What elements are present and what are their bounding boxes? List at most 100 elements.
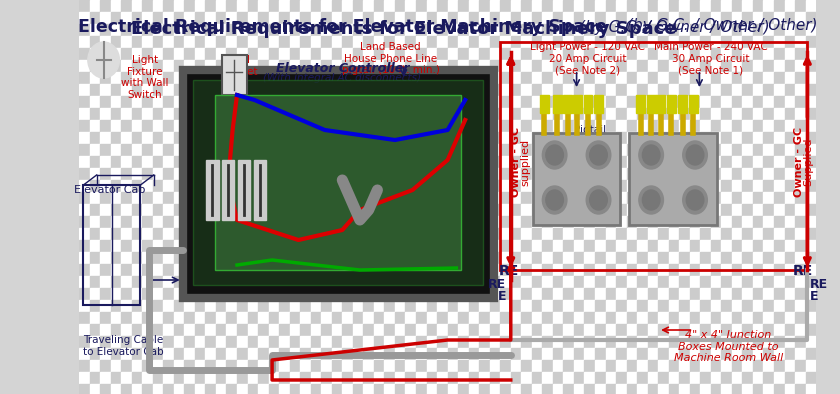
Bar (342, 12, 353, 24)
Bar (448, 204, 458, 216)
Bar (711, 372, 722, 384)
Bar (163, 144, 174, 156)
Bar (311, 12, 321, 24)
Bar (659, 348, 669, 360)
Bar (543, 192, 553, 204)
Bar (269, 324, 279, 336)
Bar (680, 348, 690, 360)
Bar (437, 12, 448, 24)
Bar (269, 312, 279, 324)
Bar (227, 36, 237, 48)
Bar (690, 48, 701, 60)
Bar (680, 180, 690, 192)
Bar (532, 144, 543, 156)
Bar (100, 36, 111, 48)
Bar (342, 276, 353, 288)
Bar (121, 24, 132, 36)
Bar (773, 98, 840, 197)
Bar (616, 120, 627, 132)
Bar (321, 384, 332, 394)
Bar (163, 348, 174, 360)
Bar (711, 204, 722, 216)
Bar (111, 288, 121, 300)
Bar (711, 288, 722, 300)
Bar (332, 384, 342, 394)
Bar (753, 60, 764, 72)
Bar (680, 96, 690, 108)
Bar (237, 372, 248, 384)
Bar (416, 216, 427, 228)
Bar (764, 84, 774, 96)
Bar (774, 120, 785, 132)
Bar (585, 264, 595, 276)
Bar (395, 372, 406, 384)
Bar (659, 216, 669, 228)
Bar (553, 12, 564, 24)
Bar (469, 0, 479, 12)
Bar (100, 360, 111, 372)
Bar (163, 216, 174, 228)
Bar (353, 36, 364, 48)
Bar (701, 36, 711, 48)
Bar (258, 348, 269, 360)
Bar (311, 216, 321, 228)
Bar (606, 312, 616, 324)
Bar (269, 156, 279, 168)
Bar (332, 132, 342, 144)
Bar (627, 180, 637, 192)
Bar (553, 276, 564, 288)
Bar (764, 216, 774, 228)
Bar (406, 72, 416, 84)
Bar (237, 12, 248, 24)
Bar (479, 372, 490, 384)
Bar (648, 348, 659, 360)
Bar (680, 72, 690, 84)
Bar (142, 384, 153, 394)
Bar (121, 204, 132, 216)
Bar (595, 48, 606, 60)
Bar (90, 60, 100, 72)
Bar (680, 204, 690, 216)
Bar (374, 252, 385, 264)
Bar (637, 216, 648, 228)
Bar (722, 156, 732, 168)
Bar (153, 108, 163, 120)
Bar (543, 264, 553, 276)
Bar (722, 132, 732, 144)
Bar (659, 384, 669, 394)
Bar (269, 132, 279, 144)
Bar (416, 60, 427, 72)
Bar (806, 216, 816, 228)
Bar (511, 192, 522, 204)
Bar (248, 144, 258, 156)
Bar (553, 240, 564, 252)
Bar (364, 192, 374, 204)
Bar (585, 72, 595, 84)
Bar (732, 324, 743, 336)
Bar (753, 0, 764, 12)
Bar (669, 348, 680, 360)
Bar (458, 180, 469, 192)
Bar (553, 204, 564, 216)
Bar (142, 216, 153, 228)
Bar (121, 72, 132, 84)
Bar (753, 108, 764, 120)
Bar (532, 384, 543, 394)
Bar (448, 156, 458, 168)
Bar (90, 324, 100, 336)
Bar (501, 12, 511, 24)
Bar (532, 48, 543, 60)
Bar (100, 84, 111, 96)
Bar (321, 324, 332, 336)
Bar (100, 108, 111, 120)
Bar (448, 288, 458, 300)
Bar (353, 348, 364, 360)
Bar (269, 60, 279, 72)
Bar (532, 324, 543, 336)
Bar (690, 72, 701, 84)
Bar (501, 324, 511, 336)
Bar (469, 12, 479, 24)
Bar (648, 12, 659, 24)
Bar (332, 276, 342, 288)
Bar (616, 288, 627, 300)
